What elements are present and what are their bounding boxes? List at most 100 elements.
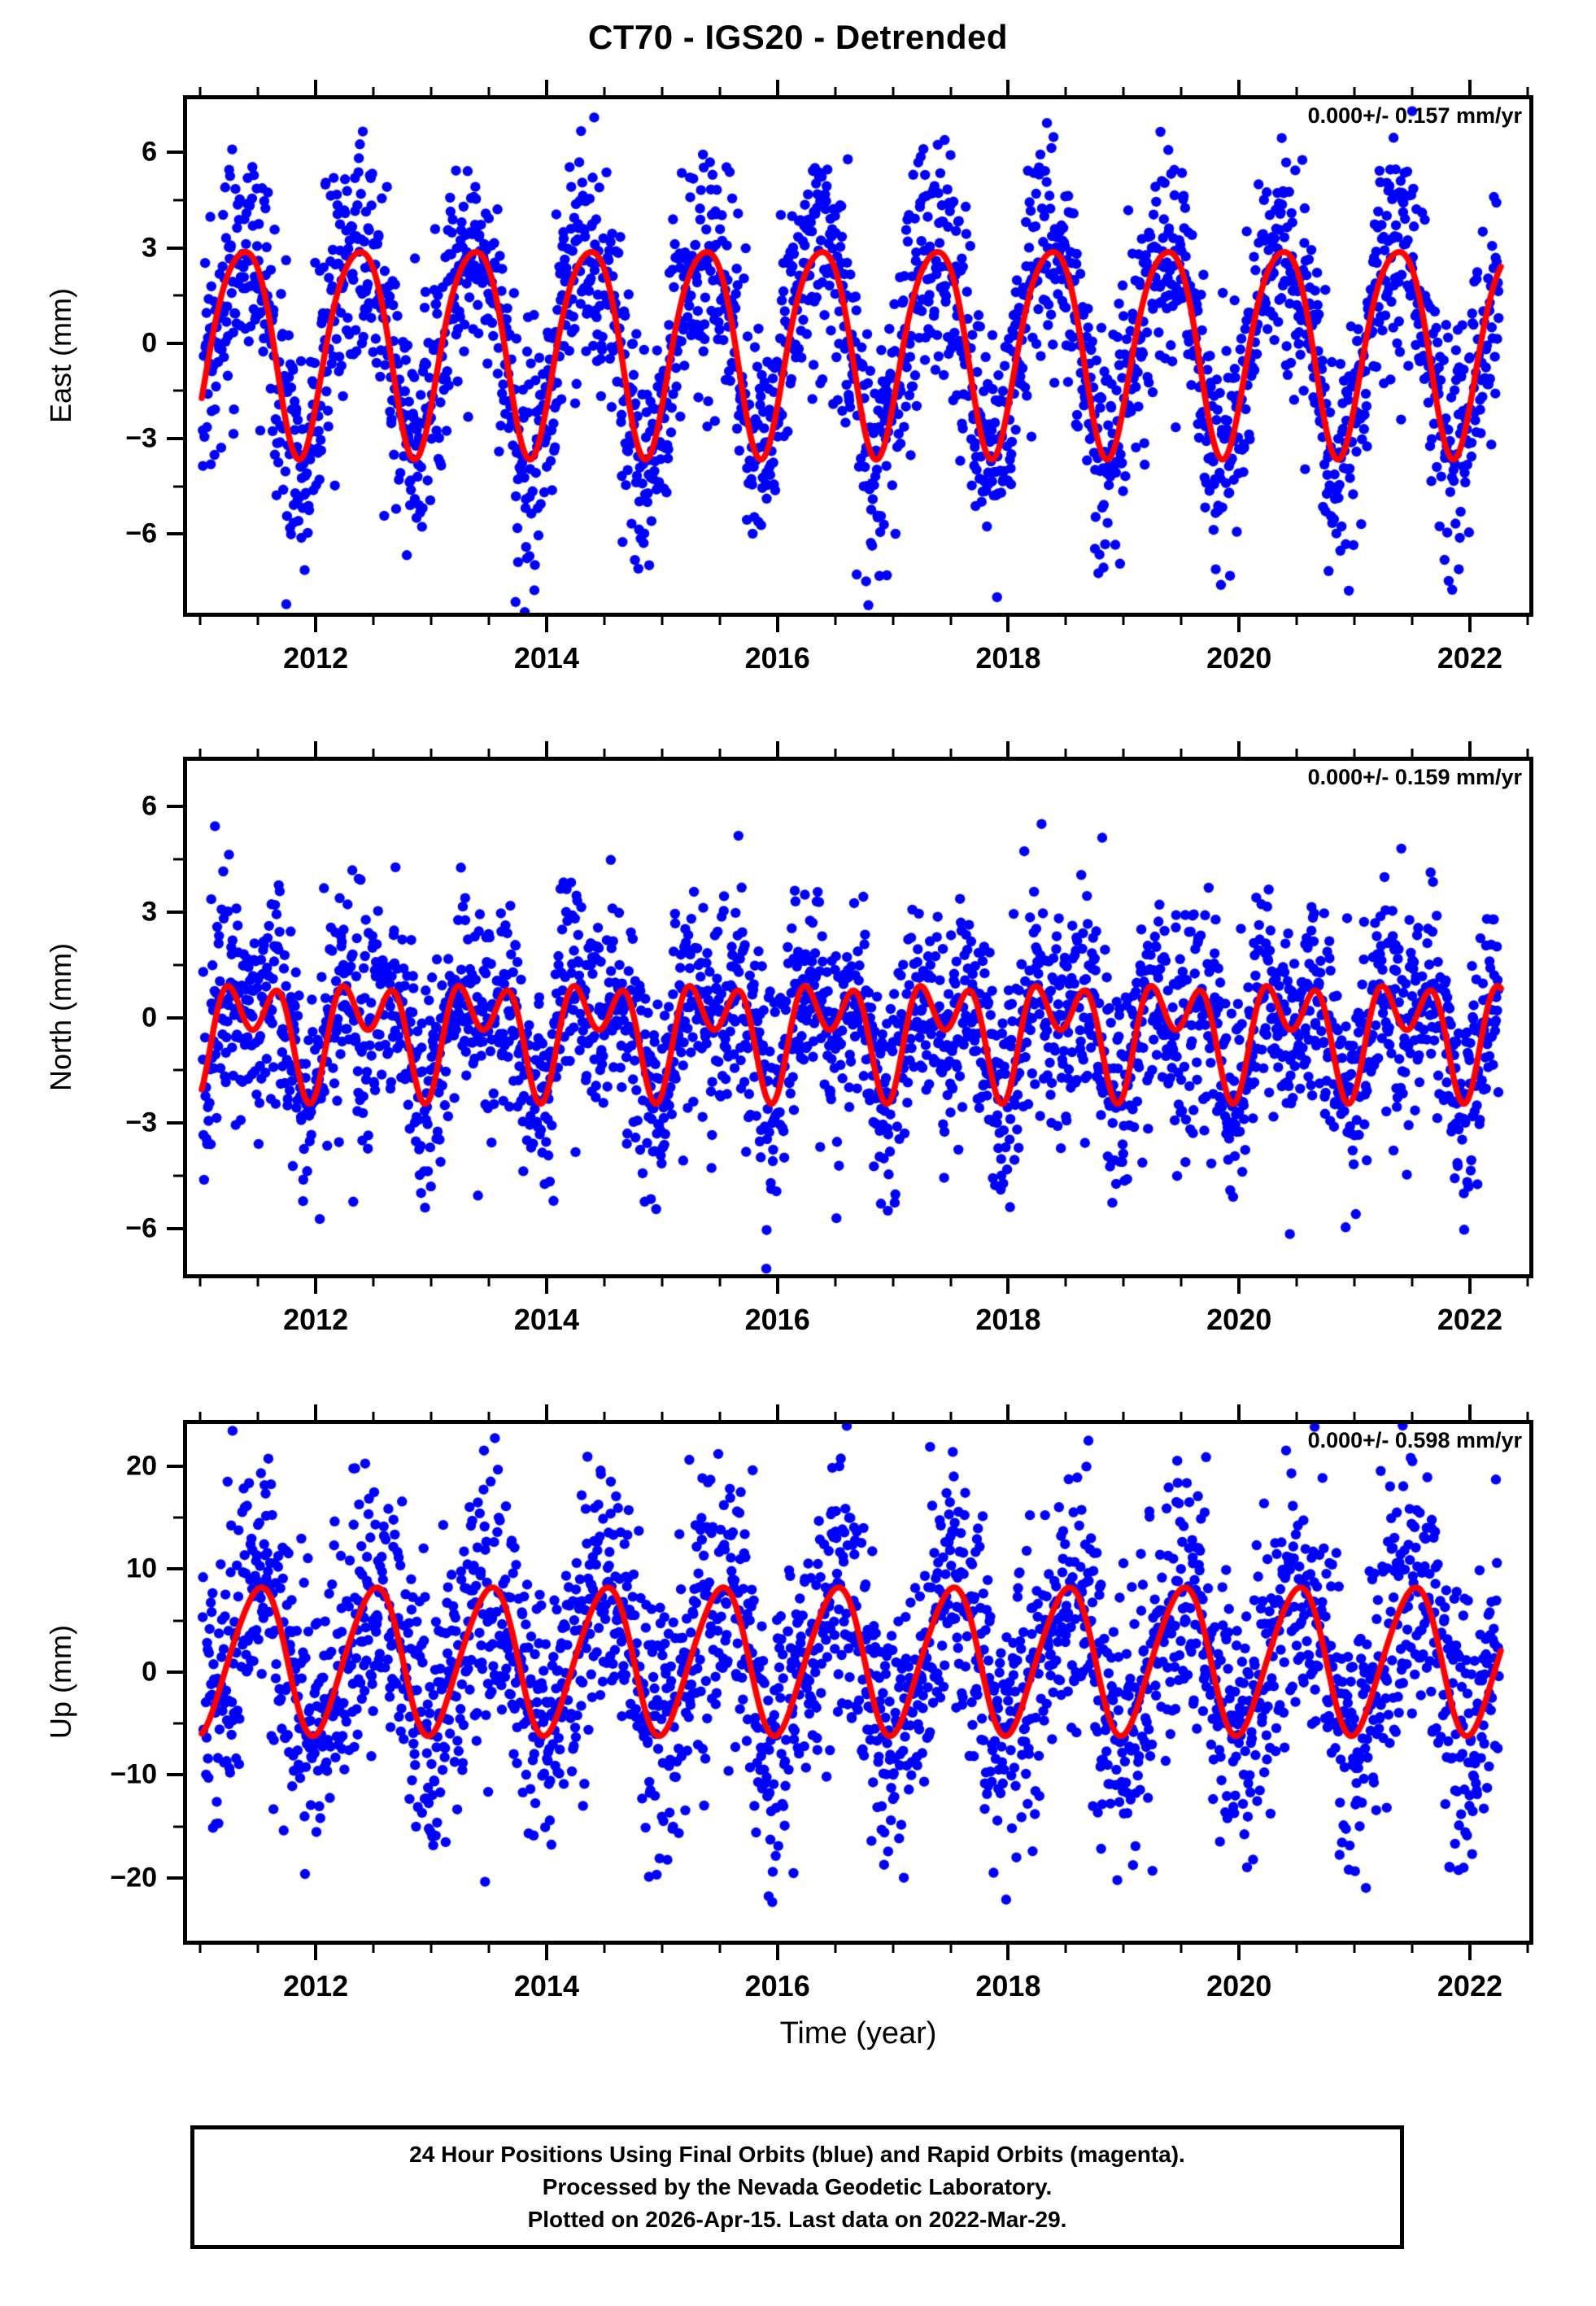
- x-tick-minor-top-up-2015.0: [661, 1412, 664, 1422]
- x-tick-minor-top-north-2017.0: [892, 749, 895, 759]
- y-tick-minor-north-0: [173, 858, 183, 861]
- x-tick-minor-north-2014.5: [603, 1276, 606, 1286]
- y-tick-minor-east-3: [173, 485, 183, 488]
- x-tick-minor-up-2013.5: [487, 1942, 491, 1953]
- y-tick-mark-east-3: [167, 437, 183, 441]
- x-tick-mark-top-east-4: [1237, 80, 1241, 98]
- y-tick-minor-north-3: [173, 1174, 183, 1177]
- x-tick-minor-east-2018.5: [1064, 614, 1067, 625]
- x-tick-mark-top-up-1: [544, 1404, 548, 1422]
- y-axis-title-east: East (mm): [44, 287, 77, 423]
- x-tick-mark-top-east-0: [314, 80, 318, 98]
- y-tick-mark-north-4: [167, 1227, 183, 1231]
- x-tick-minor-east-2017.0: [892, 614, 895, 625]
- x-tick-minor-top-up-2013.5: [487, 1412, 491, 1422]
- x-tick-mark-north-3: [1006, 1276, 1010, 1294]
- y-axis-title-up: Up (mm): [44, 1624, 77, 1739]
- x-tick-minor-east-2021.5: [1411, 614, 1414, 625]
- x-tick-minor-top-up-2021.0: [1353, 1412, 1356, 1422]
- x-tick-minor-top-east-2011.0: [198, 87, 202, 98]
- y-tick-label-up-3: −10: [110, 1758, 157, 1790]
- x-tick-minor-north-2011.0: [198, 1276, 202, 1286]
- y-tick-mark-up-3: [167, 1773, 183, 1777]
- x-tick-minor-north-2019.5: [1180, 1276, 1183, 1286]
- x-tick-label-east-0: 2012: [283, 641, 349, 675]
- x-tick-minor-top-east-2019.0: [1122, 87, 1125, 98]
- scatter-canvas-up: [183, 1420, 1533, 1945]
- x-tick-mark-top-up-5: [1467, 1404, 1472, 1422]
- x-tick-minor-up-2022.5: [1526, 1942, 1529, 1953]
- x-tick-minor-top-north-2021.5: [1411, 749, 1414, 759]
- x-tick-minor-up-2011.0: [198, 1942, 202, 1953]
- y-tick-label-up-0: 20: [126, 1450, 157, 1482]
- y-tick-minor-east-1: [173, 294, 183, 297]
- plot-panel-east: 0.000+/- 0.157 mm/yr: [183, 95, 1533, 617]
- x-tick-minor-north-2016.5: [834, 1276, 837, 1286]
- y-tick-label-east-3: −3: [125, 422, 157, 454]
- x-tick-minor-east-2019.5: [1180, 614, 1183, 625]
- x-tick-mark-up-0: [314, 1942, 318, 1960]
- x-tick-minor-top-east-2017.5: [949, 87, 952, 98]
- x-tick-minor-top-north-2014.5: [603, 749, 606, 759]
- x-tick-minor-top-up-2014.5: [603, 1412, 606, 1422]
- x-tick-label-north-0: 2012: [283, 1303, 349, 1336]
- x-tick-mark-top-north-1: [544, 741, 548, 759]
- x-tick-minor-top-up-2015.5: [718, 1412, 722, 1422]
- x-tick-minor-up-2019.5: [1180, 1942, 1183, 1953]
- x-tick-minor-north-2022.5: [1526, 1276, 1529, 1286]
- x-tick-minor-north-2019.0: [1122, 1276, 1125, 1286]
- x-tick-minor-east-2013.5: [487, 614, 491, 625]
- x-tick-minor-top-east-2011.5: [256, 87, 259, 98]
- x-tick-minor-top-up-2011.5: [256, 1412, 259, 1422]
- x-tick-minor-top-east-2015.5: [718, 87, 722, 98]
- y-tick-mark-east-1: [167, 246, 183, 250]
- x-tick-mark-top-up-2: [775, 1404, 779, 1422]
- caption-line-1: 24 Hour Positions Using Final Orbits (bl…: [409, 2142, 1185, 2168]
- x-tick-minor-up-2017.5: [949, 1942, 952, 1953]
- y-tick-mark-up-1: [167, 1567, 183, 1571]
- x-tick-minor-top-east-2018.5: [1064, 87, 1067, 98]
- x-tick-label-north-5: 2022: [1437, 1303, 1502, 1336]
- page-title: CT70 - IGS20 - Detrended: [587, 18, 1009, 56]
- x-tick-minor-top-east-2015.0: [661, 87, 664, 98]
- y-tick-label-north-2: 0: [142, 1002, 157, 1033]
- x-tick-minor-top-up-2017.0: [892, 1412, 895, 1422]
- y-tick-minor-up-3: [173, 1825, 183, 1828]
- y-tick-label-east-4: −6: [125, 518, 157, 549]
- x-tick-minor-up-2017.0: [892, 1942, 895, 1953]
- rate-label-north: 0.000+/- 0.159 mm/yr: [1307, 765, 1522, 789]
- x-tick-minor-top-up-2020.5: [1295, 1412, 1298, 1422]
- x-tick-mark-top-north-4: [1237, 741, 1241, 759]
- x-tick-mark-north-2: [775, 1276, 779, 1294]
- x-tick-mark-top-north-3: [1006, 741, 1010, 759]
- x-tick-minor-east-2011.0: [198, 614, 202, 625]
- x-tick-minor-up-2021.0: [1353, 1942, 1356, 1953]
- x-tick-minor-top-up-2017.5: [949, 1412, 952, 1422]
- x-tick-minor-top-up-2021.5: [1411, 1412, 1414, 1422]
- x-tick-minor-east-2016.5: [834, 614, 837, 625]
- x-tick-mark-up-4: [1237, 1942, 1241, 1960]
- x-tick-minor-east-2014.5: [603, 614, 606, 625]
- x-axis-title: Time (year): [779, 2016, 937, 2051]
- y-tick-mark-east-4: [167, 532, 183, 536]
- y-tick-label-east-1: 3: [142, 232, 157, 264]
- x-tick-minor-east-2017.5: [949, 614, 952, 625]
- x-tick-minor-top-up-2012.5: [372, 1412, 375, 1422]
- y-tick-mark-north-0: [167, 804, 183, 808]
- x-tick-minor-up-2018.5: [1064, 1942, 1067, 1953]
- x-tick-label-north-3: 2018: [975, 1303, 1041, 1336]
- y-tick-minor-north-2: [173, 1068, 183, 1072]
- x-tick-minor-top-east-2014.5: [603, 87, 606, 98]
- x-tick-minor-north-2013.5: [487, 1276, 491, 1286]
- x-tick-minor-top-east-2019.5: [1180, 87, 1183, 98]
- x-tick-minor-east-2022.5: [1526, 614, 1529, 625]
- x-tick-label-north-2: 2016: [744, 1303, 810, 1336]
- x-tick-minor-up-2015.5: [718, 1942, 722, 1953]
- x-tick-minor-top-east-2012.5: [372, 87, 375, 98]
- x-tick-mark-north-0: [314, 1276, 318, 1294]
- x-tick-minor-top-north-2011.0: [198, 749, 202, 759]
- x-tick-mark-up-1: [544, 1942, 548, 1960]
- x-tick-minor-north-2021.0: [1353, 1276, 1356, 1286]
- y-tick-minor-up-1: [173, 1619, 183, 1622]
